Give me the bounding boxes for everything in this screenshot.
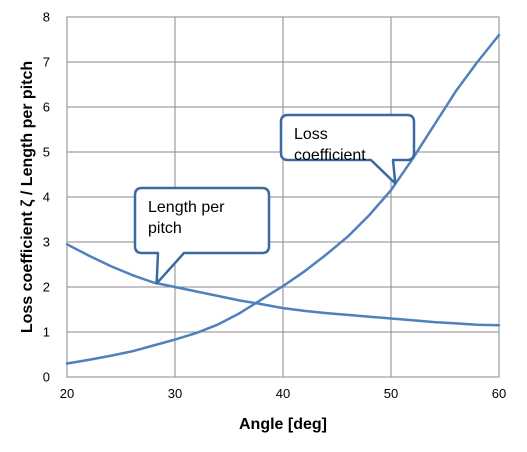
y-tick-label: 0 — [43, 370, 50, 385]
series-line-loss — [65, 33, 501, 365]
x-tick-label: 40 — [276, 386, 290, 401]
callout-length-text: Length per — [148, 199, 225, 216]
callout-loss-text: Loss — [294, 126, 328, 143]
series-lines — [65, 33, 501, 365]
y-tick-label: 3 — [43, 235, 50, 250]
grid — [66, 16, 500, 378]
y-axis-title: Loss coefficient ζ / Length per pitch — [19, 61, 36, 333]
callouts: Length per pitch Loss coefficient — [133, 113, 416, 285]
series-line-length — [65, 243, 501, 327]
x-tick-label: 20 — [60, 386, 74, 401]
y-tick-label: 1 — [43, 325, 50, 340]
y-tick-label: 2 — [43, 280, 50, 295]
x-axis-title: Angle [deg] — [239, 416, 327, 433]
y-tick-label: 5 — [43, 145, 50, 160]
x-tick-label: 60 — [492, 386, 506, 401]
y-tick-label: 4 — [43, 190, 50, 205]
callout-loss — [279, 113, 416, 185]
tick-labels: 20 30 40 50 60 0 1 2 3 4 5 6 7 8 — [43, 10, 506, 402]
x-tick-label: 30 — [168, 386, 182, 401]
x-tick-label: 50 — [384, 386, 398, 401]
plot-frame — [66, 16, 500, 378]
y-tick-label: 7 — [43, 55, 50, 70]
callout-loss-text: coefficient — [294, 147, 366, 164]
callout-length — [133, 186, 271, 285]
y-tick-label: 8 — [43, 10, 50, 25]
callout-length-text: pitch — [148, 220, 182, 237]
y-tick-label: 6 — [43, 100, 50, 115]
